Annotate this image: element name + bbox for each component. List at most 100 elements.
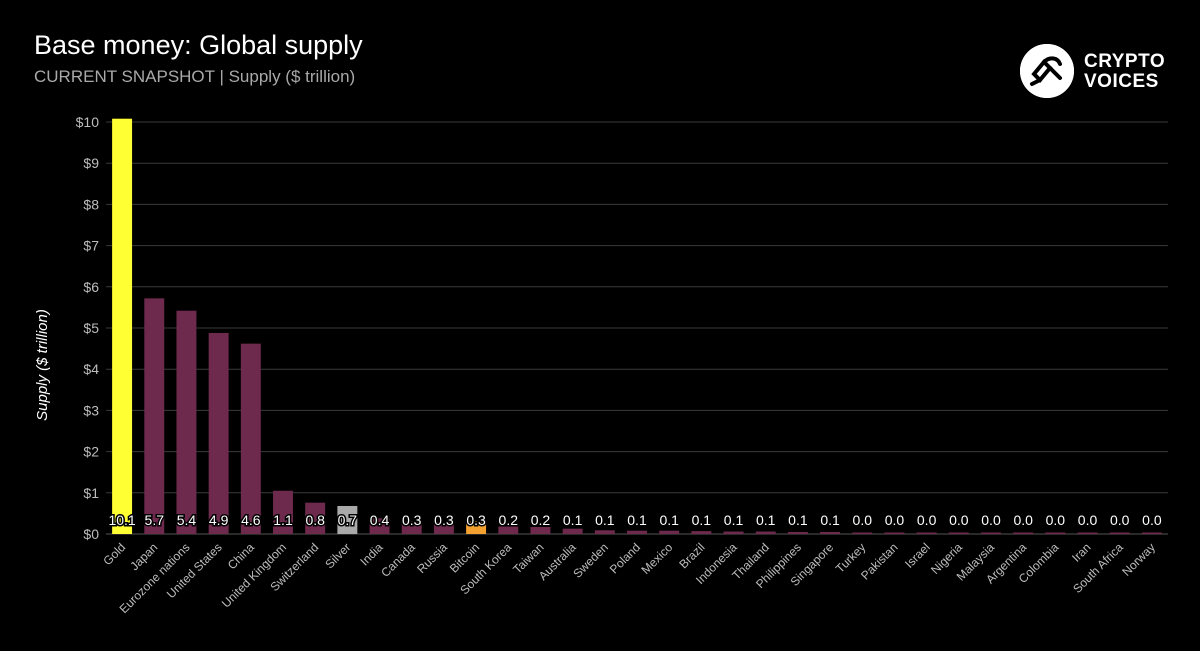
data-label: 0.0: [885, 512, 905, 528]
y-axis-ticks: $0 $1 $2 $3 $4 $5 $6 $7 $8 $9 $10: [76, 114, 100, 542]
data-label: 0.1: [756, 512, 776, 528]
bar: [981, 532, 1001, 534]
bar: [723, 531, 744, 534]
data-label: 0.3: [402, 512, 422, 528]
bar: [1013, 532, 1034, 534]
brand-name: CRYPTO VOICES: [1084, 52, 1165, 92]
bar: [144, 298, 165, 534]
brand-line1: CRYPTO: [1084, 51, 1166, 72]
data-label: 0.1: [692, 512, 712, 528]
data-label: 0.0: [853, 512, 873, 528]
data-label: 0.4: [370, 512, 390, 528]
bar: [1141, 532, 1162, 534]
data-label: 0.8: [305, 512, 325, 528]
bar: [691, 531, 712, 534]
x-tick-label: Sweden: [570, 540, 611, 581]
bar: [466, 521, 487, 534]
x-tick-label: Canada: [378, 540, 418, 580]
data-label: 1.1: [273, 512, 293, 528]
x-tick-label: India: [357, 540, 386, 569]
data-label: 0.0: [981, 512, 1001, 528]
x-tick-label: Silver: [322, 540, 353, 571]
data-label: 0.3: [434, 512, 454, 528]
data-label: 0.0: [1142, 512, 1162, 528]
data-label: 0.1: [724, 512, 744, 528]
y-tick-label: $9: [83, 155, 99, 171]
y-tick-label: $6: [83, 279, 99, 295]
bar: [273, 490, 293, 534]
bar: [659, 530, 680, 534]
y-tick-label: $5: [83, 320, 99, 336]
grid-lines: [106, 121, 1168, 535]
bar: [627, 530, 647, 534]
y-tick-label: $7: [83, 238, 99, 254]
bar: [112, 118, 133, 534]
bar: [530, 526, 551, 534]
bar: [852, 532, 873, 534]
data-label: 0.2: [531, 512, 551, 528]
bars: [112, 118, 1162, 534]
bar: [884, 532, 905, 534]
bar: [337, 505, 358, 534]
data-label: 0.1: [595, 512, 615, 528]
x-tick-label: Russia: [414, 540, 450, 576]
bar: [401, 521, 422, 534]
bar: [1077, 532, 1098, 534]
data-label: 0.1: [563, 512, 583, 528]
brand-line2: VOICES: [1084, 71, 1159, 92]
y-tick-label: $3: [83, 402, 99, 418]
bar: [916, 532, 937, 534]
bar: [240, 343, 261, 534]
x-tick-label: Mexico: [639, 540, 676, 577]
x-tick-label: Iran: [1069, 540, 1094, 565]
bar: [948, 532, 969, 534]
data-label: 0.0: [949, 512, 969, 528]
bar: [208, 332, 229, 534]
x-tick-label: Norway: [1119, 540, 1158, 579]
data-label: 0.2: [499, 512, 519, 528]
data-label: 4.9: [209, 512, 229, 528]
data-label: 5.7: [145, 512, 165, 528]
data-label: 0.7: [338, 512, 358, 528]
bar: [820, 531, 841, 534]
data-label: 0.0: [1013, 512, 1033, 528]
microphone-icon: [1020, 44, 1074, 98]
data-label: 4.6: [241, 512, 261, 528]
bar: [1109, 532, 1130, 534]
chart-subtitle: CURRENT SNAPSHOT | Supply ($ trillion): [34, 67, 356, 86]
bar: [562, 528, 583, 534]
data-label: 0.3: [466, 512, 486, 528]
y-axis-label: Supply ($ trillion): [34, 309, 51, 421]
y-tick-label: $4: [83, 361, 99, 377]
bar: [498, 526, 519, 534]
data-label: 0.0: [1110, 512, 1130, 528]
y-tick-label: $0: [83, 526, 99, 542]
y-tick-label: $1: [83, 485, 99, 501]
bar: [369, 518, 390, 534]
data-label: 10.1: [108, 512, 135, 528]
y-tick-label: $8: [83, 196, 99, 212]
y-tick-label: $2: [83, 444, 99, 460]
bar: [594, 530, 615, 534]
data-label: 0.0: [1046, 512, 1066, 528]
data-label: 0.1: [820, 512, 840, 528]
bar: [787, 531, 808, 534]
data-label: 0.0: [917, 512, 937, 528]
chart-title: Base money: Global supply: [34, 30, 363, 60]
data-label: 0.0: [1078, 512, 1098, 528]
bar: [433, 522, 454, 534]
crypto-voices-logo: CRYPTO VOICES: [1020, 44, 1170, 100]
data-labels: 10.1 5.7 5.4 4.9 4.6 1.1 0.8 0.7 0.4 0.3 0.3 0.3 0.2…: [107, 511, 1163, 530]
bar: [176, 310, 197, 534]
data-label: 0.1: [627, 512, 647, 528]
bar: [755, 531, 776, 534]
x-tick-label: Gold: [100, 540, 128, 568]
data-label: 5.4: [177, 512, 197, 528]
data-label: 0.1: [659, 512, 679, 528]
x-tick-label: Poland: [607, 540, 643, 576]
y-tick-label: $10: [76, 114, 100, 130]
bar: [305, 502, 326, 534]
data-label: 0.1: [788, 512, 808, 528]
